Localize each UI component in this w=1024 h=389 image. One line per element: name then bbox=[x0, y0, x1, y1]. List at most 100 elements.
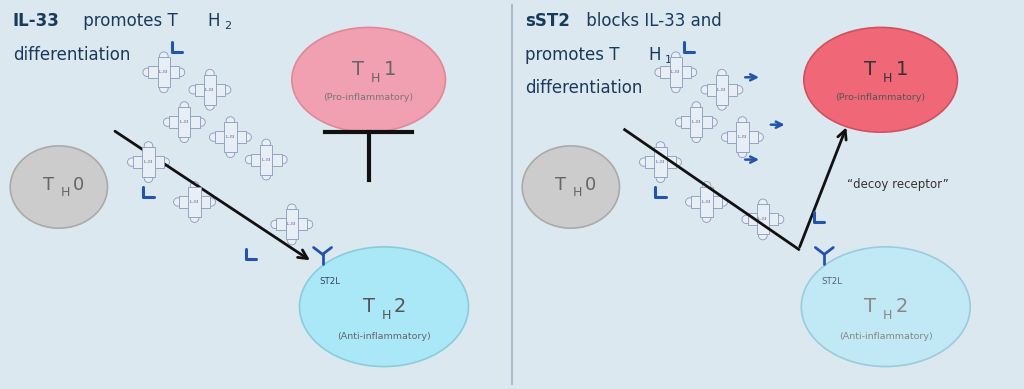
Circle shape bbox=[161, 158, 169, 166]
Bar bbox=[716, 75, 728, 105]
Text: (Pro-inflammatory): (Pro-inflammatory) bbox=[836, 93, 926, 102]
Text: T: T bbox=[362, 297, 375, 316]
Bar bbox=[188, 187, 201, 217]
Text: IL-33: IL-33 bbox=[261, 158, 271, 161]
Ellipse shape bbox=[299, 247, 469, 366]
Circle shape bbox=[718, 69, 726, 78]
Text: H: H bbox=[381, 308, 391, 322]
Ellipse shape bbox=[802, 247, 971, 366]
Circle shape bbox=[719, 198, 727, 206]
Text: H: H bbox=[649, 46, 662, 64]
Text: IL-33: IL-33 bbox=[159, 70, 169, 74]
Bar bbox=[700, 187, 713, 217]
Circle shape bbox=[692, 102, 700, 110]
Circle shape bbox=[688, 68, 696, 77]
Circle shape bbox=[190, 182, 199, 190]
Text: sST2: sST2 bbox=[525, 12, 569, 30]
Ellipse shape bbox=[804, 28, 957, 132]
Text: T: T bbox=[864, 297, 877, 316]
Circle shape bbox=[734, 86, 742, 94]
Circle shape bbox=[243, 133, 251, 141]
Circle shape bbox=[226, 117, 234, 125]
Text: 2: 2 bbox=[224, 21, 230, 32]
Circle shape bbox=[206, 102, 214, 110]
Circle shape bbox=[655, 68, 664, 77]
Circle shape bbox=[189, 86, 198, 94]
Text: IL-33: IL-33 bbox=[701, 200, 712, 204]
Text: 2: 2 bbox=[393, 297, 407, 316]
Text: 1: 1 bbox=[383, 60, 396, 79]
Circle shape bbox=[676, 118, 684, 126]
Text: T: T bbox=[43, 175, 54, 193]
Circle shape bbox=[692, 134, 700, 143]
Text: (Anti-inflammatory): (Anti-inflammatory) bbox=[839, 332, 933, 341]
Circle shape bbox=[128, 158, 136, 166]
Text: 1: 1 bbox=[895, 60, 908, 79]
Text: IL-33: IL-33 bbox=[671, 70, 681, 74]
Circle shape bbox=[197, 118, 205, 126]
Bar bbox=[736, 122, 749, 152]
Circle shape bbox=[210, 133, 218, 141]
Circle shape bbox=[759, 199, 767, 207]
Circle shape bbox=[709, 118, 717, 126]
Text: IL-33: IL-33 bbox=[691, 120, 701, 124]
Circle shape bbox=[226, 149, 234, 158]
Text: H: H bbox=[371, 72, 381, 85]
Text: IL-33: IL-33 bbox=[655, 160, 666, 164]
Bar bbox=[691, 196, 722, 208]
Text: 2: 2 bbox=[895, 297, 908, 316]
Text: ST2L: ST2L bbox=[319, 277, 341, 286]
Circle shape bbox=[656, 174, 665, 182]
Text: 1: 1 bbox=[666, 55, 672, 65]
Bar bbox=[148, 67, 179, 78]
Bar bbox=[178, 107, 190, 137]
Bar bbox=[215, 131, 246, 143]
Bar bbox=[158, 57, 170, 87]
Circle shape bbox=[160, 52, 168, 60]
Circle shape bbox=[672, 52, 680, 60]
Bar bbox=[195, 84, 225, 96]
Text: differentiation: differentiation bbox=[525, 79, 642, 97]
Text: IL-33: IL-33 bbox=[179, 120, 189, 124]
Bar bbox=[645, 156, 676, 168]
Text: IL-33: IL-33 bbox=[737, 135, 748, 139]
Text: IL-33: IL-33 bbox=[287, 223, 297, 226]
Text: 0: 0 bbox=[585, 175, 596, 193]
Circle shape bbox=[164, 118, 172, 126]
Ellipse shape bbox=[10, 146, 108, 228]
Circle shape bbox=[755, 133, 763, 141]
Circle shape bbox=[702, 182, 711, 190]
Text: (Anti-inflammatory): (Anti-inflammatory) bbox=[337, 332, 431, 341]
Text: (Pro-inflammatory): (Pro-inflammatory) bbox=[324, 93, 414, 102]
Circle shape bbox=[144, 142, 153, 150]
Text: IL-33: IL-33 bbox=[225, 135, 236, 139]
Bar bbox=[276, 219, 307, 230]
Circle shape bbox=[640, 158, 648, 166]
Text: IL-33: IL-33 bbox=[189, 200, 200, 204]
Text: H: H bbox=[60, 186, 70, 199]
Text: IL-33: IL-33 bbox=[143, 160, 154, 164]
Bar bbox=[169, 116, 200, 128]
Bar bbox=[142, 147, 155, 177]
Text: IL-33: IL-33 bbox=[12, 12, 59, 30]
Circle shape bbox=[759, 231, 767, 240]
Circle shape bbox=[143, 68, 152, 77]
Text: blocks IL-33 and: blocks IL-33 and bbox=[582, 12, 722, 30]
Text: ST2L: ST2L bbox=[821, 277, 843, 286]
Circle shape bbox=[738, 117, 746, 125]
Bar bbox=[660, 67, 691, 78]
Circle shape bbox=[718, 102, 726, 110]
Bar bbox=[179, 196, 210, 208]
Circle shape bbox=[262, 172, 270, 180]
Text: IL-33: IL-33 bbox=[717, 88, 727, 92]
Bar bbox=[707, 84, 737, 96]
Ellipse shape bbox=[292, 28, 445, 132]
Text: IL-33: IL-33 bbox=[205, 88, 215, 92]
Text: H: H bbox=[572, 186, 582, 199]
Circle shape bbox=[304, 220, 312, 229]
Circle shape bbox=[246, 155, 254, 164]
Circle shape bbox=[279, 155, 287, 164]
Circle shape bbox=[160, 84, 168, 93]
Circle shape bbox=[176, 68, 184, 77]
Text: H: H bbox=[883, 72, 893, 85]
